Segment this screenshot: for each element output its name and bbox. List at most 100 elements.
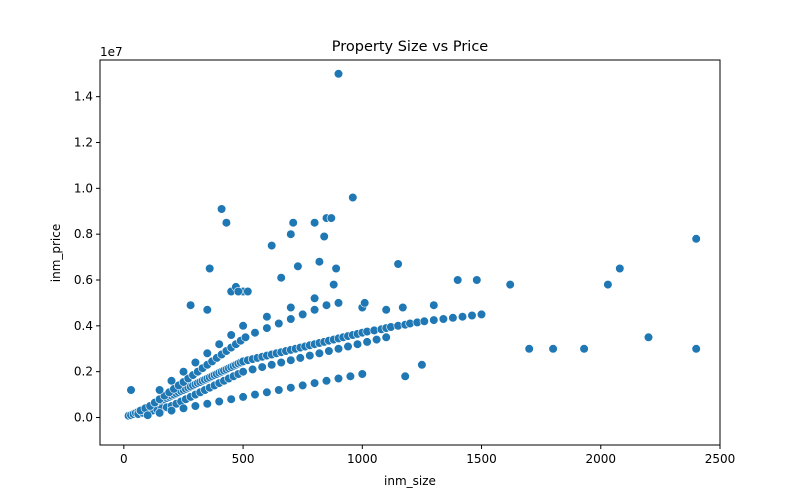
data-point: [262, 323, 272, 333]
data-point: [333, 344, 344, 354]
data-point: [643, 332, 654, 342]
data-point: [505, 280, 515, 290]
x-tick-label: 1500: [466, 452, 497, 466]
data-point: [360, 298, 370, 308]
data-point: [214, 396, 224, 407]
y-axis-ticks: 0.0 0.2 0.4 0.6 0.8 1.0 1.2 1.4: [74, 90, 100, 425]
data-point: [298, 380, 308, 391]
data-point: [579, 344, 589, 354]
data-point: [372, 335, 382, 345]
data-point: [221, 218, 231, 228]
data-point: [314, 348, 325, 358]
data-point: [166, 376, 177, 386]
data-point: [295, 353, 305, 363]
data-point: [202, 305, 212, 315]
data-point: [178, 367, 189, 377]
data-point: [205, 263, 215, 274]
data-point: [286, 355, 296, 365]
data-point: [250, 328, 260, 338]
data-point: [310, 378, 320, 388]
data-point: [178, 403, 189, 413]
data-point: [467, 310, 477, 321]
data-point: [393, 259, 403, 269]
data-point: [226, 330, 236, 340]
data-point: [310, 218, 320, 228]
data-point: [691, 344, 701, 354]
data-point: [126, 385, 136, 395]
data-point: [429, 300, 439, 310]
data-point: [398, 302, 408, 313]
data-point: [419, 316, 429, 326]
x-tick-label: 2000: [585, 452, 616, 466]
x-axis-ticks: 0 500 1000 1500 2000 2500: [120, 445, 735, 466]
data-point: [352, 339, 363, 349]
data-point: [343, 341, 353, 352]
data-point: [226, 394, 236, 404]
y-tick-label: 0.0: [74, 411, 93, 425]
data-point: [310, 305, 320, 315]
data-point: [257, 362, 267, 372]
data-point: [333, 298, 344, 308]
x-tick-label: 500: [232, 452, 255, 466]
data-point: [155, 408, 165, 418]
data-point: [457, 312, 468, 322]
data-point: [321, 376, 332, 386]
data-point: [293, 261, 303, 271]
data-point: [243, 286, 253, 297]
data-point: [267, 241, 277, 251]
data-point: [143, 410, 153, 420]
data-point: [333, 373, 344, 384]
data-point: [524, 344, 534, 354]
data-point: [324, 346, 334, 356]
y-axis-label: inm_price: [49, 224, 63, 283]
data-point: [357, 369, 367, 379]
x-axis-label: inm_size: [384, 474, 436, 488]
y-tick-label: 0.8: [74, 227, 93, 241]
data-point: [250, 390, 260, 400]
data-point: [190, 401, 200, 411]
data-point: [238, 392, 248, 402]
x-tick-label: 1000: [347, 452, 378, 466]
data-point: [333, 69, 344, 79]
data-point: [381, 305, 391, 315]
data-point: [548, 344, 558, 354]
data-point: [202, 348, 212, 358]
data-point: [186, 300, 196, 310]
x-tick-label: 0: [120, 452, 128, 466]
data-point: [348, 192, 358, 203]
data-point: [286, 314, 296, 324]
data-point: [417, 360, 427, 370]
y-tick-label: 1.2: [74, 136, 93, 150]
data-point: [248, 364, 258, 375]
data-point: [438, 314, 449, 324]
data-point: [362, 337, 372, 347]
plot-frame: [99, 59, 721, 446]
y-tick-label: 0.2: [74, 365, 93, 379]
data-point: [453, 275, 463, 285]
data-point: [286, 302, 296, 313]
data-point: [262, 312, 272, 322]
y-tick-label: 1.4: [74, 90, 93, 104]
y-tick-label: 0.4: [74, 319, 93, 333]
data-point: [615, 263, 625, 274]
data-point: [298, 309, 308, 320]
data-point: [166, 406, 177, 416]
data-point: [310, 293, 320, 303]
chart-title: Property Size vs Price: [332, 39, 489, 55]
data-point: [202, 399, 212, 409]
data-points: [124, 69, 701, 421]
data-point: [691, 234, 701, 244]
data-point: [217, 204, 227, 214]
data-point: [262, 387, 272, 397]
data-point: [472, 275, 482, 285]
data-point: [240, 332, 251, 342]
data-point: [345, 371, 356, 381]
data-point: [314, 257, 325, 267]
data-point: [476, 309, 487, 320]
data-point: [326, 213, 336, 223]
data-point: [286, 229, 296, 239]
data-point: [274, 385, 284, 395]
data-point: [238, 367, 248, 377]
data-point: [400, 371, 410, 381]
